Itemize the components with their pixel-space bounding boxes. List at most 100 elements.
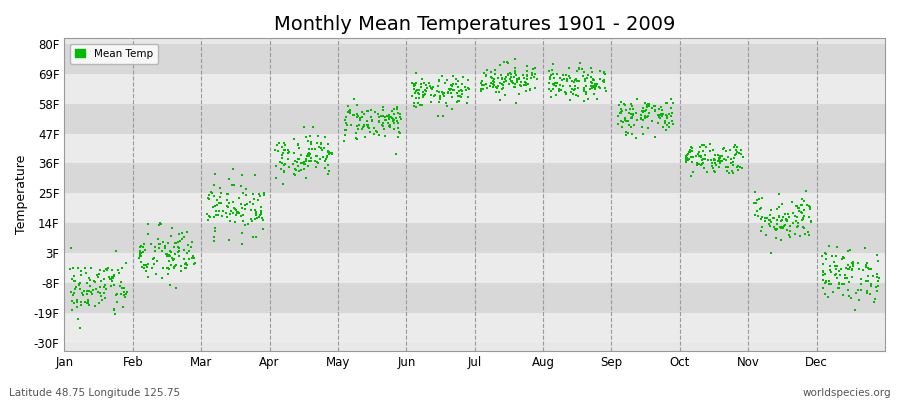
Point <box>545 86 560 92</box>
Point <box>75 290 89 296</box>
Point <box>253 212 267 219</box>
Point <box>176 246 191 253</box>
Point <box>592 68 607 74</box>
Point <box>155 248 169 254</box>
Point <box>714 158 728 164</box>
Point <box>589 83 603 89</box>
Point <box>356 122 371 128</box>
Point <box>356 124 370 131</box>
Point <box>598 87 613 94</box>
Point <box>786 220 800 226</box>
Point <box>288 166 302 172</box>
Point <box>314 141 328 147</box>
Point <box>818 271 832 277</box>
Point <box>851 266 866 273</box>
Point <box>379 116 393 123</box>
Bar <box>65 44 885 74</box>
Point <box>766 215 780 221</box>
Point <box>698 152 713 158</box>
Point <box>238 202 252 208</box>
Point <box>276 150 291 156</box>
Point <box>617 101 632 108</box>
Point <box>293 152 308 158</box>
Point <box>483 69 498 76</box>
Point <box>486 78 500 84</box>
Point <box>556 82 571 89</box>
Point <box>166 244 181 250</box>
Point <box>220 214 234 220</box>
Point <box>829 270 843 277</box>
Point <box>682 156 697 162</box>
Point <box>137 240 151 247</box>
Point <box>445 93 459 100</box>
Point <box>252 214 266 220</box>
Point <box>695 142 709 148</box>
Point <box>824 269 838 276</box>
Point <box>815 271 830 278</box>
Point <box>569 91 583 98</box>
Point <box>385 108 400 114</box>
Point <box>338 127 353 134</box>
Point <box>517 82 531 89</box>
Point <box>231 209 246 215</box>
Point <box>153 240 167 247</box>
Title: Monthly Mean Temperatures 1901 - 2009: Monthly Mean Temperatures 1901 - 2009 <box>274 15 675 34</box>
Point <box>320 156 334 162</box>
Point <box>593 76 608 82</box>
Point <box>868 296 882 302</box>
Point <box>852 297 867 304</box>
Point <box>320 152 334 159</box>
Point <box>177 261 192 268</box>
Point <box>815 252 830 259</box>
Point <box>92 271 106 277</box>
Point <box>861 266 876 272</box>
Point <box>796 212 811 219</box>
Point <box>553 75 567 81</box>
Point <box>634 108 649 114</box>
Point <box>412 91 427 98</box>
Point <box>615 123 629 130</box>
Point <box>364 117 379 124</box>
Point <box>504 74 518 80</box>
Point <box>824 252 839 259</box>
Point <box>726 170 741 176</box>
Point <box>729 147 743 153</box>
Point <box>571 93 585 99</box>
Point <box>831 285 845 292</box>
Point <box>510 76 525 83</box>
Point <box>844 266 859 272</box>
Point <box>256 215 270 221</box>
Point <box>234 183 248 190</box>
Point <box>486 81 500 88</box>
Point <box>340 103 355 109</box>
Point <box>206 203 220 210</box>
Point <box>256 217 271 223</box>
Point <box>487 75 501 82</box>
Point <box>526 66 541 72</box>
Point <box>562 74 577 81</box>
Point <box>174 263 188 270</box>
Point <box>441 89 455 95</box>
Point <box>378 116 392 123</box>
Point <box>796 215 811 222</box>
Point <box>148 248 162 254</box>
Point <box>202 213 216 219</box>
Point <box>246 234 260 240</box>
Point <box>139 268 153 274</box>
Point <box>442 86 456 92</box>
Point <box>683 147 698 154</box>
Point <box>851 286 866 293</box>
Point <box>860 289 874 295</box>
Point <box>72 281 86 287</box>
Point <box>241 220 256 227</box>
Point <box>360 108 374 114</box>
Point <box>489 84 503 90</box>
Point <box>278 147 293 153</box>
Point <box>580 96 595 102</box>
Point <box>413 102 428 109</box>
Point <box>418 82 433 88</box>
Point <box>845 260 859 266</box>
Point <box>253 193 267 199</box>
Point <box>342 107 356 113</box>
Point <box>700 168 715 175</box>
